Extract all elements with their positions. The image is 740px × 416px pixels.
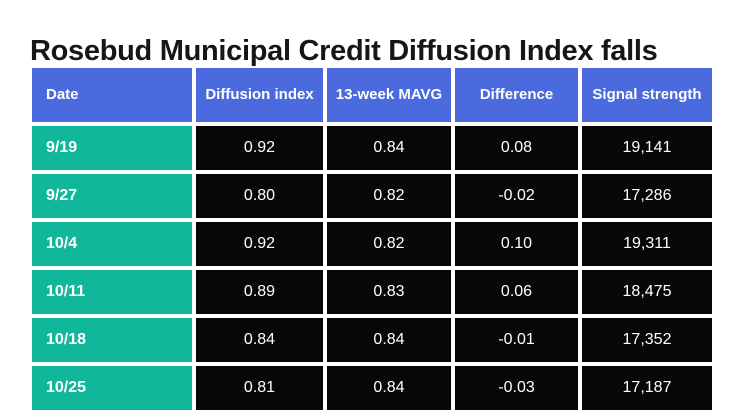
cell-date: 10/11 [32,270,192,314]
column-header-date: Date [32,68,192,122]
column-header-difference: Difference [455,68,578,122]
cell-signal-strength: 18,475 [582,270,712,314]
cell-signal-strength: 17,187 [582,366,712,410]
cell-diffusion-index: 0.84 [196,318,323,362]
column-header-signal-strength: Signal strength [582,68,712,122]
cell-mavg: 0.82 [327,222,451,266]
cell-signal-strength: 19,141 [582,126,712,170]
cell-date: 10/18 [32,318,192,362]
cell-date: 10/4 [32,222,192,266]
cell-mavg: 0.83 [327,270,451,314]
cell-signal-strength: 19,311 [582,222,712,266]
cell-mavg: 0.84 [327,366,451,410]
cell-difference: -0.02 [455,174,578,218]
cell-mavg: 0.84 [327,318,451,362]
cell-diffusion-index: 0.92 [196,222,323,266]
cell-mavg: 0.82 [327,174,451,218]
cell-diffusion-index: 0.80 [196,174,323,218]
cell-diffusion-index: 0.92 [196,126,323,170]
page-title: Rosebud Municipal Credit Diffusion Index… [30,35,658,68]
cell-difference: 0.10 [455,222,578,266]
cell-date: 9/27 [32,174,192,218]
column-header-diffusion-index: Diffusion index [196,68,323,122]
cell-date: 9/19 [32,126,192,170]
cell-difference: 0.06 [455,270,578,314]
cell-signal-strength: 17,286 [582,174,712,218]
cell-diffusion-index: 0.81 [196,366,323,410]
cell-difference: -0.01 [455,318,578,362]
cell-difference: -0.03 [455,366,578,410]
cell-date: 10/25 [32,366,192,410]
cell-signal-strength: 17,352 [582,318,712,362]
cell-mavg: 0.84 [327,126,451,170]
cell-difference: 0.08 [455,126,578,170]
column-header-13-week-mavg: 13-week MAVG [327,68,451,122]
cell-diffusion-index: 0.89 [196,270,323,314]
credit-diffusion-table: Date Diffusion index 13-week MAVG Differ… [32,68,712,410]
